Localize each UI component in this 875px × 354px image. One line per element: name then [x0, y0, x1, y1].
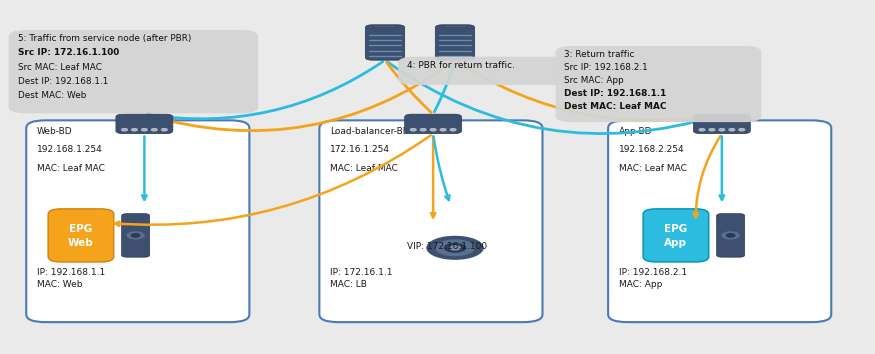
Circle shape	[162, 129, 167, 131]
Circle shape	[709, 129, 715, 131]
Circle shape	[451, 129, 456, 131]
Text: Src IP: 192.168.2.1: Src IP: 192.168.2.1	[564, 63, 648, 72]
Text: MAC: Leaf MAC: MAC: Leaf MAC	[619, 164, 687, 172]
Text: Dest IP: 192.168.1.1: Dest IP: 192.168.1.1	[18, 77, 108, 86]
FancyBboxPatch shape	[436, 25, 475, 60]
FancyBboxPatch shape	[404, 114, 462, 133]
Circle shape	[729, 129, 735, 131]
Circle shape	[436, 240, 474, 256]
Text: App: App	[664, 238, 688, 249]
Text: Src IP: 172.16.1.100: Src IP: 172.16.1.100	[18, 48, 119, 57]
Text: Web: Web	[68, 238, 94, 249]
Text: IP: 192.168.2.1
MAC: App: IP: 192.168.2.1 MAC: App	[619, 268, 687, 289]
Text: EPG: EPG	[664, 224, 688, 234]
FancyBboxPatch shape	[398, 57, 573, 85]
Text: Load-balancer-BD: Load-balancer-BD	[330, 127, 410, 136]
Circle shape	[722, 232, 739, 239]
Text: 3: Return traffic: 3: Return traffic	[564, 50, 634, 59]
Circle shape	[122, 129, 128, 131]
Text: MAC: Leaf MAC: MAC: Leaf MAC	[37, 164, 105, 172]
Circle shape	[142, 129, 147, 131]
Text: IP: 172.16.1.1
MAC: LB: IP: 172.16.1.1 MAC: LB	[330, 268, 392, 289]
Text: 5: Traffic from service node (after PBR): 5: Traffic from service node (after PBR)	[18, 34, 191, 43]
Circle shape	[726, 234, 735, 237]
FancyBboxPatch shape	[26, 120, 249, 322]
Circle shape	[699, 129, 704, 131]
FancyBboxPatch shape	[717, 213, 745, 257]
FancyBboxPatch shape	[694, 114, 750, 133]
Text: 192.168.1.254: 192.168.1.254	[37, 145, 102, 154]
Circle shape	[719, 129, 724, 131]
Text: IP: 192.168.1.1
MAC: Web: IP: 192.168.1.1 MAC: Web	[37, 268, 105, 289]
Text: Dest IP: 192.168.1.1: Dest IP: 192.168.1.1	[564, 89, 667, 98]
FancyBboxPatch shape	[608, 120, 831, 322]
Text: EPG: EPG	[69, 224, 93, 234]
Circle shape	[131, 234, 140, 237]
Text: App-BD: App-BD	[619, 127, 652, 136]
FancyBboxPatch shape	[643, 209, 709, 262]
Circle shape	[127, 232, 144, 239]
Text: Web-BD: Web-BD	[37, 127, 73, 136]
FancyBboxPatch shape	[116, 114, 173, 133]
Circle shape	[151, 129, 158, 131]
FancyBboxPatch shape	[556, 46, 761, 122]
Text: VIP: 172.16.1.100: VIP: 172.16.1.100	[407, 241, 487, 251]
Circle shape	[444, 244, 466, 252]
Text: 4: PBR for return traffic.: 4: PBR for return traffic.	[407, 61, 514, 70]
FancyBboxPatch shape	[48, 209, 114, 262]
Circle shape	[450, 246, 460, 250]
Text: MAC: Leaf MAC: MAC: Leaf MAC	[330, 164, 398, 172]
FancyBboxPatch shape	[9, 30, 258, 113]
Text: Src MAC: Leaf MAC: Src MAC: Leaf MAC	[18, 63, 102, 72]
FancyBboxPatch shape	[366, 25, 404, 60]
FancyBboxPatch shape	[319, 120, 542, 322]
Circle shape	[410, 129, 416, 131]
FancyBboxPatch shape	[122, 213, 150, 257]
Text: Dest MAC: Leaf MAC: Dest MAC: Leaf MAC	[564, 102, 667, 110]
Circle shape	[420, 129, 426, 131]
Circle shape	[430, 129, 436, 131]
Circle shape	[738, 129, 745, 131]
Circle shape	[427, 236, 483, 259]
Text: 172.16.1.254: 172.16.1.254	[330, 145, 390, 154]
FancyBboxPatch shape	[444, 25, 467, 28]
Text: Src MAC: App: Src MAC: App	[564, 76, 624, 85]
Circle shape	[131, 129, 137, 131]
Circle shape	[440, 129, 446, 131]
Text: 192.168.2.254: 192.168.2.254	[619, 145, 684, 154]
FancyBboxPatch shape	[374, 25, 397, 28]
Text: Dest MAC: Web: Dest MAC: Web	[18, 91, 86, 100]
